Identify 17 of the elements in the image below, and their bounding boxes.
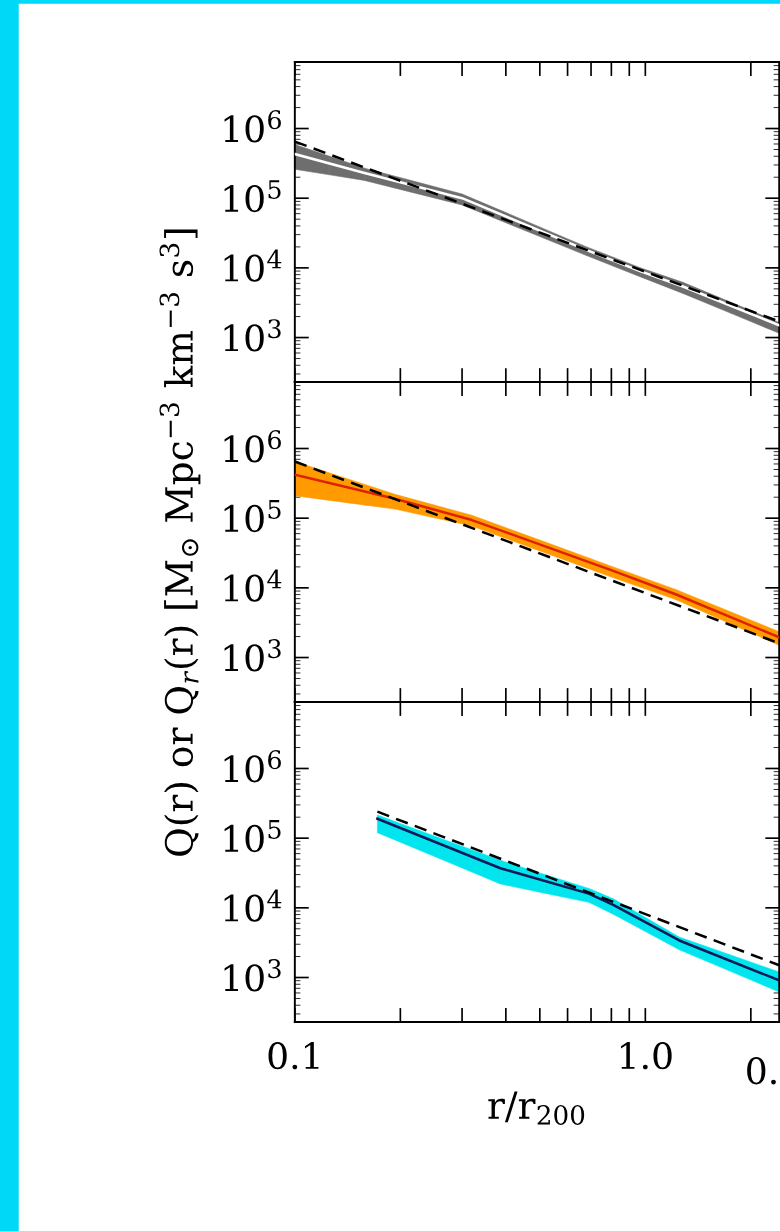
y-tick-label: 10$^{6}$ — [224, 110, 281, 143]
y-tick-label: 10$^{3}$ — [224, 639, 281, 672]
y-tick-label: 10$^{4}$ — [224, 569, 282, 602]
y-tick-label: 10$^{6}$ — [224, 430, 281, 463]
y-tick-label: 10$^{6}$ — [224, 750, 281, 783]
y-tick-label: 10$^{5}$ — [224, 820, 281, 853]
x-axis-title: r/r$_{200}$ — [488, 1091, 585, 1125]
text: 0. — [747, 1057, 776, 1085]
y-tick-label: 10$^{5}$ — [224, 500, 281, 533]
y-tick-label: 10$^{4}$ — [224, 249, 282, 282]
text: Q(r) or Q$_{r}$(r) [M$_{⊙}$ Mpc$^{−3}$ km$^{−3}$ s$^{3}$] — [159, 229, 201, 856]
x-tick-label: 1.0 — [621, 1042, 672, 1070]
y-tick-label: 10$^{3}$ — [224, 959, 281, 992]
x-tick-label: 0.1 — [268, 1042, 319, 1070]
y-tick-label: 10$^{3}$ — [224, 319, 281, 352]
y-tick-label: 10$^{4}$ — [224, 889, 282, 922]
y-tick-label: 10$^{5}$ — [224, 180, 281, 213]
